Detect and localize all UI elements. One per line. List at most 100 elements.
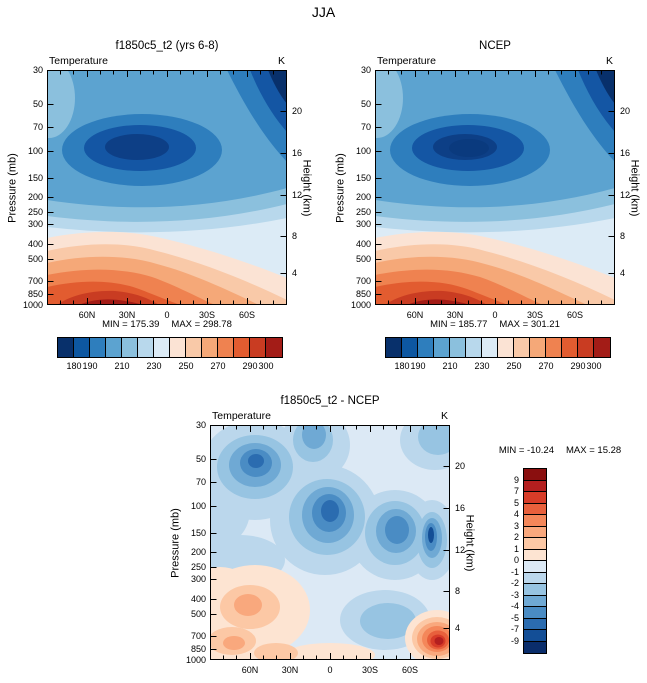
colorbar-cell [530,338,546,357]
pressure-tick-label: 30 [195,420,206,430]
colorbar-tick-label: -4 [510,601,519,611]
colorbar-tick-label: 300 [258,361,274,371]
colorbar-cell [524,549,546,561]
pressure-tick-label: 70 [360,122,371,132]
colorbar-tick-label: 290 [570,361,586,371]
colorbar-tick-label: 2 [513,532,519,542]
panel-title: f1850c5_t2 (yrs 6-8) [115,40,219,52]
pressure-tick-label: 150 [355,173,371,183]
colorbar-cell [434,338,450,357]
colorbar-cell [58,338,74,357]
lat-tick-label: 0 [492,310,498,320]
pressure-tick-label: 850 [190,644,206,654]
stats-min: MIN = -10.24 [498,445,554,456]
colorbar-tick-label: 190 [410,361,426,371]
pressure-tick-label: 150 [27,173,43,183]
lat-tick-label: 60N [78,310,96,320]
lat-tick-label: 0 [327,665,333,675]
lat-tick-label: 30S [198,310,215,320]
pressure-tick-label: 70 [32,122,43,132]
height-tick-label: 20 [620,106,631,116]
colorbar-tick-label: 7 [513,486,519,496]
height-tick-label: 16 [455,503,466,513]
pressure-tick-label: 500 [355,254,371,264]
colorbar-cell [524,492,546,504]
colorbar-cell [524,641,546,653]
panel-title: NCEP [479,40,511,52]
height-tick-label: 8 [292,231,298,241]
pressure-tick-label: 70 [195,477,206,487]
colorbar-cell [546,338,562,357]
temperature-label: Temperature [212,410,271,422]
colorbar-cell [266,338,282,357]
colorbar-cell [90,338,106,357]
colorbar-cell [418,338,434,357]
lat-tick-label: 30N [118,310,136,320]
colorbar-cell [138,338,154,357]
contour-field-diff [210,425,450,660]
colorbar-cell [402,338,418,357]
colorbar-cell [562,338,578,357]
height-tick-label: 12 [620,190,631,200]
pressure-tick-label: 300 [27,219,43,229]
colorbar-cell [524,618,546,630]
height-tick-label: 20 [292,106,303,116]
stats-line: MIN = 185.77 MAX = 301.21 [375,319,615,330]
colorbar-tick-label: 210 [442,361,458,371]
height-tick-label: 4 [620,268,626,278]
height-axis-title: Height (km) [628,159,640,216]
colorbar-cell [524,526,546,538]
stats-line: MIN = 175.39 MAX = 298.78 [47,319,287,330]
stats-max: MAX = 298.78 [171,319,232,330]
height-tick-label: 16 [620,148,631,158]
colorbar-tick-label: -2 [510,578,519,588]
colorbar-cell [202,338,218,357]
lat-tick-label: 30S [526,310,543,320]
colorbar-cell [578,338,594,357]
colorbar-cell [524,561,546,573]
panel-ncep: NCEP Temperature K 30 50 70 100 150 200 … [334,40,640,371]
pressure-tick-label: 1000 [185,655,206,665]
pressure-tick-label: 700 [355,276,371,286]
pressure-tick-label: 50 [32,99,43,109]
colorbar-cell [154,338,170,357]
temperature-label: Temperature [377,55,436,67]
pressure-tick-label: 850 [27,289,43,299]
contour-field-ncep [375,70,615,305]
pressure-tick-label: 1000 [350,300,371,310]
temperature-colorbar [385,337,611,358]
height-tick-label: 4 [455,623,461,633]
colorbar-tick-label: 4 [513,509,519,519]
colorbar-tick-label: 190 [82,361,98,371]
colorbar-cell [524,584,546,596]
stats-min: MIN = 175.39 [102,319,160,330]
panel-title: f1850c5_t2 - NCEP [280,395,380,407]
pressure-tick-label: 30 [360,65,371,75]
colorbar-tick-label: -9 [510,635,519,646]
pressure-tick-label: 250 [355,207,371,217]
pressure-tick-label: 200 [190,547,206,557]
pressure-tick-label: 1000 [22,300,43,310]
pressure-tick-label: 500 [190,609,206,619]
pressure-tick-label: 700 [27,276,43,286]
colorbar-tick-label: -3 [510,589,519,600]
colorbar-tick-label: -5 [510,612,519,623]
colorbar-cell [498,338,514,357]
pressure-tick-label: 700 [190,631,206,641]
colorbar-tick-label: 270 [538,361,554,371]
colorbar-tick-label: 9 [513,474,519,485]
pressure-tick-label: 300 [355,219,371,229]
colorbar-tick-label: 300 [586,361,602,371]
pressure-tick-label: 850 [355,289,371,299]
temperature-label: Temperature [49,55,108,67]
colorbar-tick-label: 210 [114,361,130,371]
lat-tick-label: 0 [164,310,170,320]
colorbar-cell [594,338,610,357]
units-label: K [277,55,285,67]
pressure-tick-label: 150 [190,528,206,538]
lat-tick-label: 30S [361,665,378,675]
colorbar-cell [482,338,498,357]
height-axis-title: Height (km) [463,514,475,571]
units-label: K [440,410,448,422]
pressure-tick-label: 100 [190,501,206,511]
